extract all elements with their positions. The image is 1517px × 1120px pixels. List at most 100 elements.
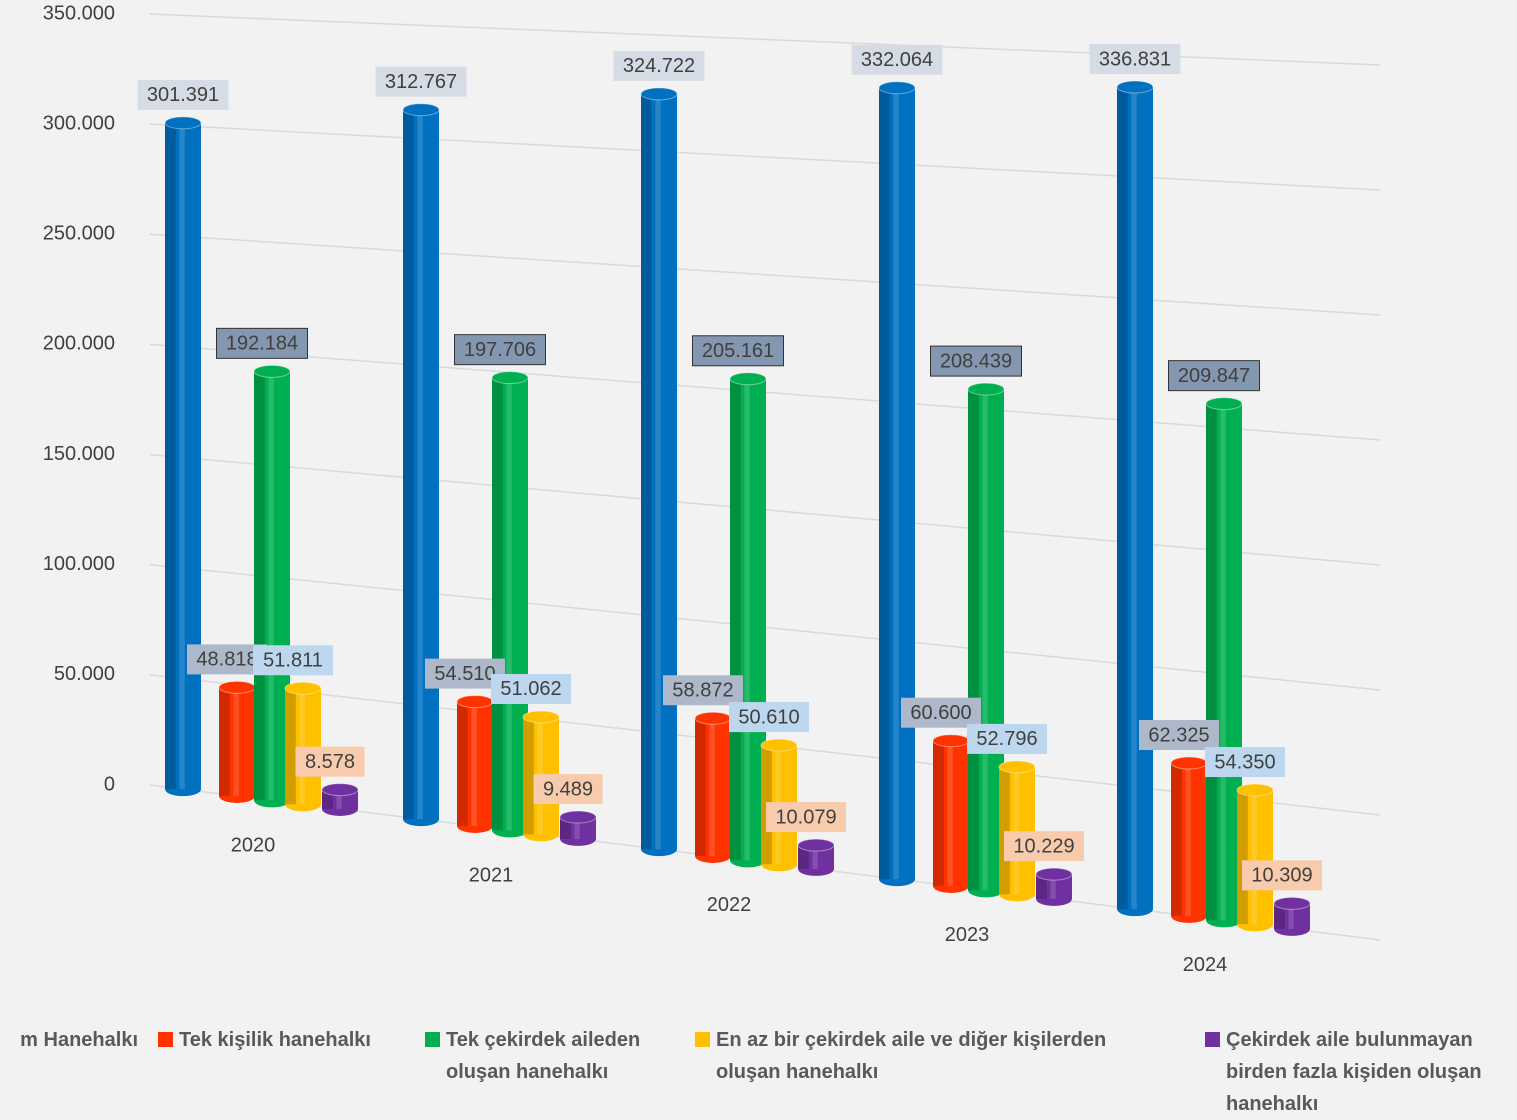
data-label-box — [533, 774, 603, 805]
data-label: 50.610 — [738, 706, 799, 728]
bar — [285, 688, 321, 805]
bar-shade — [999, 766, 1010, 895]
bar-shine — [336, 789, 342, 809]
bar-top — [694, 711, 732, 725]
bar-shine — [1050, 874, 1056, 899]
bar-shade — [1171, 762, 1182, 916]
x-tick-label: 2020 — [231, 834, 276, 856]
data-label: 312.767 — [385, 71, 457, 93]
y-tick-label: 0 — [104, 773, 115, 795]
bar-shade — [968, 389, 979, 891]
data-label: 54.350 — [1214, 751, 1275, 773]
bar-shine — [1131, 86, 1137, 910]
legend-item: m Hanehalkı — [0, 1024, 138, 1056]
bar-top — [1035, 867, 1073, 881]
bar-top — [797, 838, 835, 852]
bar-top — [932, 734, 970, 748]
legend-label: m Hanehalkı — [20, 1029, 138, 1051]
bar-top — [967, 382, 1005, 396]
bar-shade — [730, 378, 741, 861]
bar-shine — [179, 122, 185, 790]
bar-shade — [933, 740, 944, 886]
bar-shade — [560, 817, 571, 839]
grid-line — [149, 233, 1381, 316]
data-label-box — [692, 335, 784, 367]
bar-shade — [1036, 874, 1047, 899]
data-label: 51.062 — [500, 678, 561, 700]
bar-shine — [506, 377, 512, 831]
data-label: 336.831 — [1099, 48, 1171, 70]
bar — [641, 93, 677, 850]
bar-shine — [574, 817, 580, 839]
legend-item: Çekirdek aile bulunmayan birden fazla ki… — [1205, 1024, 1515, 1120]
bar-shade — [641, 93, 652, 850]
bar — [403, 109, 439, 820]
bar-shade — [695, 718, 706, 856]
legend-label: Çekirdek aile bulunmayan birden fazla ki… — [1226, 1029, 1482, 1115]
data-label: 324.722 — [623, 55, 695, 77]
bar-shine — [655, 93, 661, 850]
x-tick-label: 2024 — [1183, 954, 1228, 976]
data-label-box — [663, 675, 743, 706]
bar-shine — [299, 688, 305, 805]
data-label: 10.229 — [1013, 835, 1074, 857]
data-label: 10.079 — [775, 806, 836, 828]
bar-shade — [523, 716, 534, 835]
bar-top — [1170, 756, 1208, 770]
bar-shade — [1237, 790, 1248, 925]
bar-top — [456, 695, 494, 709]
bar-top — [1236, 783, 1274, 797]
grid-line — [149, 123, 1381, 191]
bar-top — [760, 738, 798, 752]
data-label: 301.391 — [147, 84, 219, 106]
bar-top — [1116, 80, 1154, 94]
data-label-box — [253, 645, 333, 676]
bar-shine — [1251, 790, 1257, 925]
bar — [933, 740, 969, 886]
data-label: 58.872 — [672, 680, 733, 702]
data-label: 10.309 — [1251, 865, 1312, 887]
bar-shine — [233, 687, 239, 796]
data-label: 52.796 — [976, 728, 1037, 750]
bar-shine — [417, 109, 423, 820]
bar-shade — [285, 688, 296, 805]
bar-shade — [322, 789, 333, 809]
bar — [1171, 762, 1207, 916]
bar-top — [164, 116, 202, 130]
data-label-box — [1205, 747, 1285, 778]
legend-swatch — [158, 1032, 173, 1047]
bar-top — [1205, 397, 1243, 411]
bar — [254, 371, 290, 801]
bar-shade — [492, 377, 503, 831]
legend-swatch — [1205, 1032, 1220, 1047]
bar-top — [321, 783, 359, 797]
data-label: 48.818 — [196, 649, 257, 671]
bar-top — [218, 680, 256, 694]
data-label-box — [766, 802, 846, 833]
bar-shine — [893, 87, 899, 880]
data-label-box — [216, 327, 308, 359]
bar-shade — [1117, 86, 1128, 910]
bar-shine — [947, 740, 953, 886]
legend-item: Tek çekirdek aileden oluşan hanehalkı — [425, 1024, 685, 1088]
bar-top — [253, 364, 291, 378]
bar-shine — [1185, 762, 1191, 916]
bar — [219, 687, 255, 796]
bar-shade — [1206, 403, 1217, 921]
data-label-box — [901, 697, 981, 728]
bar-top — [729, 372, 767, 386]
bar-shade — [1274, 903, 1285, 929]
y-tick-label: 300.000 — [43, 112, 115, 134]
bar-top — [284, 681, 322, 695]
bar — [165, 122, 201, 790]
bar — [968, 389, 1004, 891]
legend-label: En az bir çekirdek aile ve diğer kişiler… — [716, 1029, 1107, 1083]
y-tick-label: 350.000 — [43, 2, 115, 24]
bar-shade — [798, 845, 809, 869]
bar — [1237, 790, 1273, 925]
data-label-box — [1004, 831, 1084, 862]
data-label-box — [967, 723, 1047, 754]
plot: 0 50.000 100.000 150.000 200.000 250.000 300.0… — [43, 2, 1381, 976]
data-label: 62.325 — [1148, 724, 1209, 746]
